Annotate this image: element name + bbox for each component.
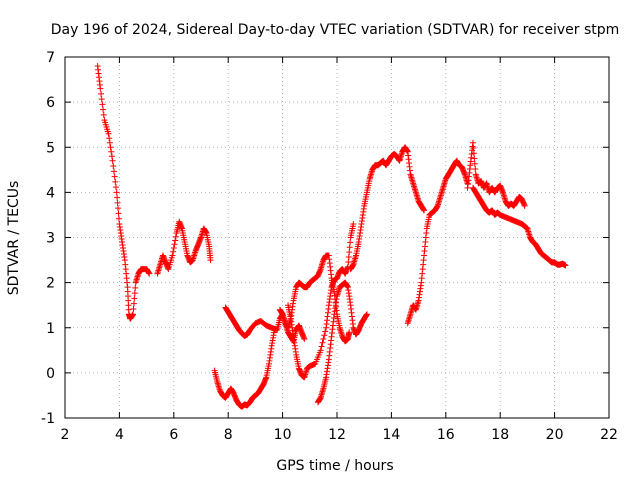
data-point bbox=[172, 237, 179, 244]
data-point bbox=[106, 139, 113, 146]
y-tick-label: -1 bbox=[41, 411, 55, 427]
y-tick-label: 5 bbox=[46, 140, 55, 156]
data-point bbox=[114, 194, 121, 201]
data-point bbox=[131, 295, 138, 302]
x-tick-label: 6 bbox=[169, 427, 178, 443]
data-point bbox=[115, 205, 122, 212]
data-point bbox=[562, 262, 569, 269]
data-point bbox=[470, 139, 476, 146]
data-series-6 bbox=[285, 220, 357, 381]
x-axis-label: GPS time / hours bbox=[276, 458, 393, 474]
data-point bbox=[106, 135, 113, 142]
data-point bbox=[98, 96, 105, 103]
y-tick-label: 7 bbox=[46, 50, 55, 66]
data-series-3 bbox=[211, 327, 278, 410]
x-tick-label: 20 bbox=[546, 427, 564, 443]
data-point bbox=[111, 173, 118, 180]
data-point bbox=[471, 160, 478, 167]
data-point bbox=[470, 150, 477, 157]
data-point bbox=[97, 85, 104, 92]
data-point bbox=[171, 241, 178, 248]
x-tick-label: 8 bbox=[224, 427, 233, 443]
data-point bbox=[99, 101, 106, 108]
data-point bbox=[107, 144, 114, 151]
data-point bbox=[207, 257, 214, 264]
data-series-8 bbox=[347, 144, 428, 273]
data-point bbox=[350, 220, 357, 227]
data-point bbox=[146, 270, 153, 277]
data-point bbox=[363, 311, 370, 318]
data-point bbox=[115, 215, 122, 222]
x-tick-label: 2 bbox=[61, 427, 70, 443]
data-point bbox=[170, 248, 177, 255]
y-axis-label: SDTVAR / TECUs bbox=[6, 181, 22, 296]
data-point bbox=[100, 111, 107, 118]
x-tick-label: 4 bbox=[115, 427, 124, 443]
data-point bbox=[301, 336, 308, 343]
x-tick-label: 22 bbox=[600, 427, 618, 443]
y-tick-label: 0 bbox=[46, 366, 55, 382]
data-series-11 bbox=[470, 184, 569, 269]
x-tick-label: 12 bbox=[328, 427, 346, 443]
data-point bbox=[322, 328, 329, 335]
data-point bbox=[131, 290, 138, 297]
data-point bbox=[318, 343, 325, 350]
data-point bbox=[521, 202, 528, 209]
data-point bbox=[112, 178, 119, 185]
chart-title: Day 196 of 2024, Sidereal Day-to-day VTE… bbox=[51, 22, 620, 38]
y-tick-label: 3 bbox=[46, 231, 55, 247]
data-series-7 bbox=[314, 279, 370, 406]
data-point bbox=[108, 153, 115, 160]
data-point bbox=[113, 189, 120, 196]
data-point bbox=[114, 199, 121, 206]
data-point bbox=[471, 155, 478, 162]
data-point bbox=[115, 210, 122, 217]
y-tick-label: 1 bbox=[46, 321, 55, 337]
data-point bbox=[346, 329, 353, 336]
data-point bbox=[130, 300, 137, 307]
data-series-9 bbox=[404, 157, 471, 327]
data-point bbox=[130, 305, 137, 312]
data-point bbox=[108, 148, 115, 155]
grid bbox=[65, 57, 609, 418]
data-point bbox=[113, 184, 119, 191]
data-point bbox=[170, 245, 177, 252]
data-point bbox=[110, 163, 117, 170]
x-tick-label: 14 bbox=[382, 427, 400, 443]
data-points bbox=[94, 63, 569, 410]
data-point bbox=[319, 339, 326, 346]
data-point bbox=[98, 90, 105, 97]
data-point bbox=[321, 332, 328, 339]
data-series-2 bbox=[154, 218, 214, 277]
data-point bbox=[317, 347, 324, 354]
y-tick-label: 4 bbox=[46, 185, 55, 201]
data-point bbox=[110, 168, 117, 175]
x-tick-label: 10 bbox=[274, 427, 292, 443]
y-tick-label: 6 bbox=[46, 95, 55, 111]
data-point bbox=[130, 311, 136, 318]
data-point bbox=[470, 145, 477, 152]
data-point bbox=[320, 336, 327, 343]
axis-ticks bbox=[64, 56, 610, 419]
data-series-5 bbox=[276, 252, 353, 345]
data-series-10 bbox=[464, 139, 528, 209]
data-point bbox=[105, 130, 112, 137]
data-point bbox=[472, 166, 479, 173]
data-point bbox=[109, 157, 116, 164]
data-series-1 bbox=[94, 63, 153, 322]
data-point bbox=[100, 106, 107, 113]
data-point bbox=[169, 252, 176, 259]
data-point bbox=[172, 233, 179, 240]
data-point bbox=[421, 207, 428, 214]
data-point bbox=[132, 284, 139, 291]
x-tick-label: 18 bbox=[491, 427, 509, 443]
x-tick-label: 16 bbox=[437, 427, 455, 443]
y-tick-label: 2 bbox=[46, 276, 55, 292]
